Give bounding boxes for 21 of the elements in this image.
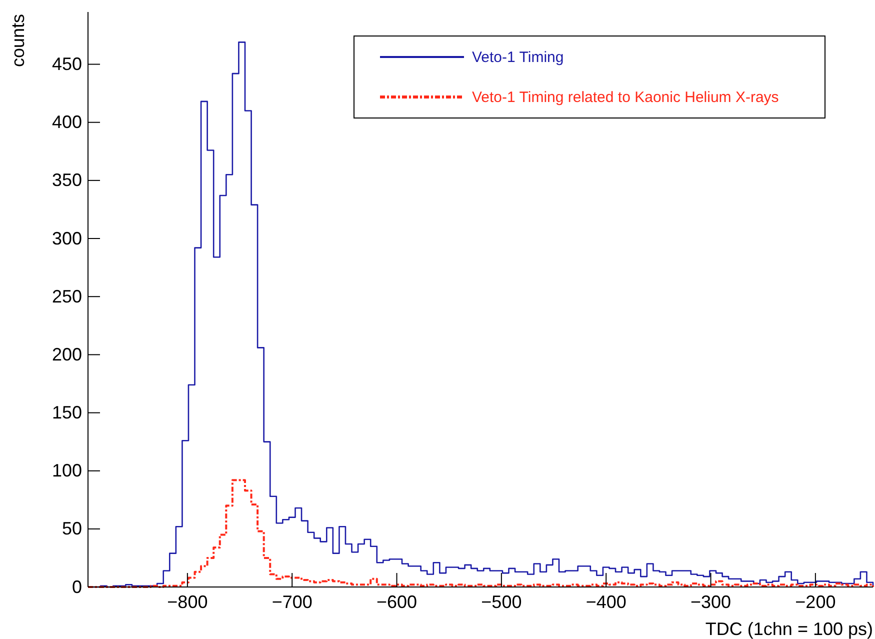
y-tick-label: 100 [52, 460, 82, 481]
text: Veto-1 Timing related to Kaonic Helium X-rays [472, 89, 779, 106]
y-tick-label: 450 [52, 54, 82, 74]
x-tick-label: −500 [481, 592, 522, 612]
y-tick-label: 300 [52, 228, 82, 248]
x-tick-label: −200 [795, 592, 836, 612]
y-tick-label: 50 [62, 518, 82, 539]
y-tick-label: 0 [72, 576, 82, 597]
y-tick-label: 350 [52, 170, 82, 190]
y-tick-label: 200 [52, 344, 82, 364]
x-tick-label: −600 [376, 592, 418, 612]
x-tick-label: −400 [586, 592, 626, 612]
y-tick-label: 400 [52, 112, 82, 132]
text: Veto-1 Timing [472, 49, 564, 66]
y-tick-label: 250 [52, 286, 82, 306]
y-axis-title: counts [8, 14, 28, 68]
y-tick-label: 150 [52, 402, 82, 423]
x-tick-label: −300 [690, 592, 732, 612]
x-tick-label: −700 [272, 592, 312, 612]
x-tick-label: −800 [167, 592, 208, 612]
x-axis-title: TDC (1chn = 100 ps) [705, 619, 873, 639]
